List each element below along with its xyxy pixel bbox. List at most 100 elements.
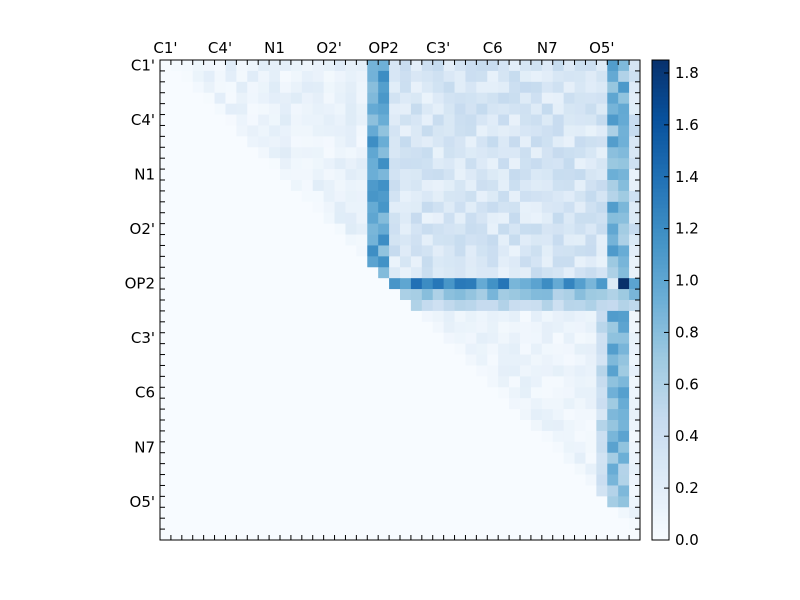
heatmap-cell bbox=[574, 212, 586, 224]
heatmap-cell bbox=[596, 114, 608, 126]
heatmap-cell bbox=[312, 125, 324, 137]
heatmap-cell bbox=[258, 92, 270, 104]
heatmap-cell bbox=[443, 136, 455, 148]
heatmap-cell bbox=[618, 463, 630, 475]
heatmap-cell bbox=[465, 190, 477, 203]
heatmap-cell bbox=[498, 201, 510, 214]
heatmap-cell bbox=[574, 496, 586, 508]
heatmap-cell bbox=[247, 70, 259, 83]
heatmap-cell bbox=[290, 169, 303, 181]
heatmap-cell bbox=[214, 81, 226, 94]
heatmap-cell bbox=[345, 485, 357, 497]
heatmap-cell bbox=[290, 332, 303, 344]
colorbar-segment bbox=[652, 88, 669, 93]
heatmap-cell bbox=[170, 463, 183, 475]
heatmap-cell bbox=[247, 245, 259, 257]
heatmap-cell bbox=[301, 343, 314, 355]
heatmap-cell bbox=[247, 332, 259, 344]
heatmap-cell bbox=[443, 212, 455, 224]
heatmap-cell bbox=[236, 398, 248, 410]
heatmap-cell bbox=[596, 354, 608, 366]
heatmap-cell bbox=[585, 398, 597, 410]
colorbar-segment bbox=[652, 348, 669, 353]
heatmap-cell bbox=[367, 310, 379, 323]
heatmap-cell bbox=[323, 169, 335, 181]
heatmap-cell bbox=[465, 376, 477, 388]
heatmap-cell bbox=[214, 343, 226, 355]
heatmap-cell bbox=[443, 180, 455, 192]
heatmap-cell bbox=[290, 212, 303, 224]
heatmap-cell bbox=[181, 529, 194, 541]
heatmap-cell bbox=[323, 398, 335, 410]
heatmap-cell bbox=[280, 245, 292, 257]
heatmap-cell bbox=[290, 409, 303, 421]
heatmap-cell bbox=[410, 212, 423, 224]
heatmap-cell bbox=[203, 212, 215, 224]
heatmap-cell bbox=[312, 223, 324, 235]
heatmap-cell bbox=[410, 169, 423, 181]
heatmap-cell bbox=[629, 147, 641, 159]
heatmap-cell bbox=[160, 507, 172, 519]
heatmap-cell bbox=[443, 332, 455, 344]
heatmap-cell bbox=[160, 474, 172, 486]
heatmap-cell bbox=[596, 310, 608, 323]
heatmap-cell bbox=[301, 190, 314, 203]
colorbar-segment bbox=[652, 420, 669, 425]
heatmap-cell bbox=[160, 441, 172, 454]
heatmap-cell bbox=[345, 267, 357, 279]
heatmap-cell bbox=[618, 409, 630, 421]
heatmap-cell bbox=[170, 321, 183, 334]
colorbar-segment bbox=[652, 184, 669, 189]
heatmap-cell bbox=[312, 136, 324, 148]
heatmap-cell bbox=[574, 376, 586, 388]
heatmap-cell bbox=[203, 158, 215, 170]
heatmap-cell bbox=[607, 201, 619, 214]
heatmap-cell bbox=[618, 452, 630, 464]
heatmap-cell bbox=[225, 256, 237, 268]
heatmap-cell bbox=[367, 398, 379, 410]
heatmap-cell bbox=[214, 267, 226, 279]
heatmap-cell bbox=[367, 125, 379, 137]
heatmap-cell bbox=[596, 60, 608, 72]
heatmap-cell bbox=[181, 300, 194, 312]
heatmap-cell bbox=[618, 212, 630, 224]
heatmap-cell bbox=[618, 398, 630, 410]
heatmap-cell bbox=[378, 485, 390, 497]
heatmap-cell bbox=[563, 496, 575, 508]
heatmap-cell bbox=[410, 409, 423, 421]
heatmap-cell bbox=[203, 343, 215, 355]
heatmap-cell bbox=[170, 234, 183, 246]
heatmap-cell bbox=[530, 201, 543, 214]
heatmap-cell bbox=[367, 267, 379, 279]
heatmap-cell bbox=[312, 441, 324, 454]
heatmap-cell bbox=[629, 485, 641, 497]
colorbar-frame bbox=[651, 59, 670, 541]
heatmap-cell bbox=[629, 245, 641, 257]
heatmap-cell bbox=[192, 496, 204, 508]
heatmap-cell bbox=[552, 300, 564, 312]
heatmap-cell bbox=[378, 529, 390, 541]
heatmap-cell bbox=[356, 474, 368, 486]
heatmap-cell bbox=[269, 147, 281, 159]
heatmap-cell bbox=[585, 278, 597, 290]
heatmap-cell bbox=[301, 180, 314, 192]
heatmap-cell bbox=[378, 300, 390, 312]
colorbar-segment bbox=[652, 288, 669, 293]
heatmap-cell bbox=[596, 256, 608, 268]
heatmap-cell bbox=[203, 354, 215, 366]
heatmap-cell bbox=[530, 190, 543, 203]
heatmap-cell bbox=[247, 387, 259, 399]
heatmap-cell bbox=[432, 376, 444, 388]
heatmap-cell bbox=[203, 529, 215, 541]
colorbar-segment bbox=[652, 124, 669, 129]
heatmap-cell bbox=[181, 496, 194, 508]
heatmap-cell bbox=[269, 376, 281, 388]
heatmap-cell bbox=[269, 310, 281, 323]
heatmap-cell bbox=[323, 147, 335, 159]
heatmap-cell bbox=[247, 212, 259, 224]
heatmap-cell bbox=[421, 158, 434, 170]
heatmap-cell bbox=[574, 223, 586, 235]
heatmap-cell bbox=[312, 529, 324, 541]
heatmap-cell bbox=[301, 201, 314, 214]
heatmap-cell bbox=[498, 529, 510, 541]
